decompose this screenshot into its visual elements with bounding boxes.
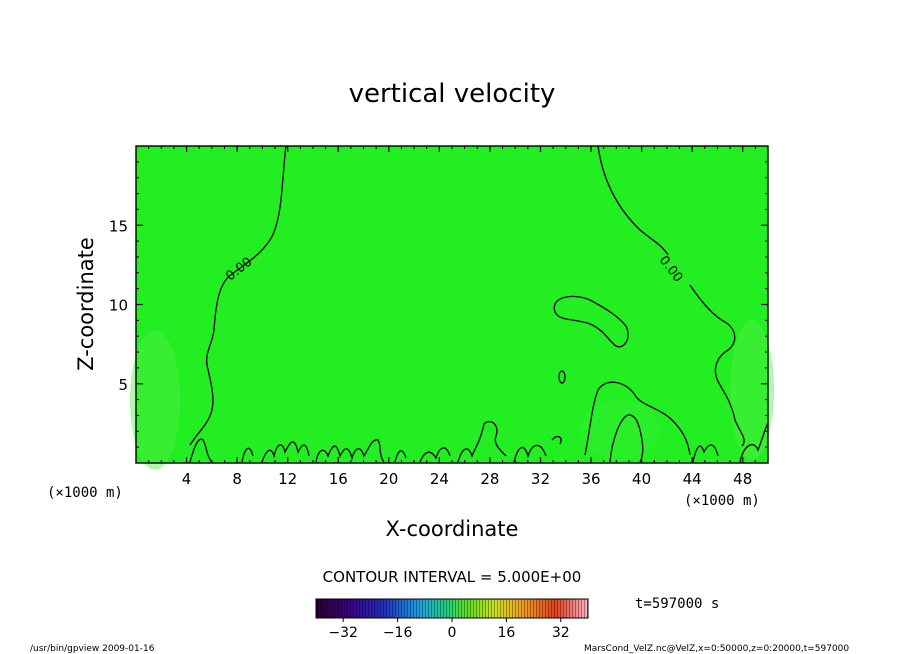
contour-left <box>189 145 287 446</box>
footer-right: MarsCond_VelZ.nc@VelZ,x=0:50000,z=0:2000… <box>584 644 849 654</box>
y-axis-ticks: 5 10 15 <box>109 161 768 448</box>
x-tick-label: 12 <box>278 470 297 488</box>
colorbar-tick-label: −16 <box>383 625 413 641</box>
x-tick-label: 20 <box>379 470 398 488</box>
field-fill <box>136 146 768 463</box>
colorbar-tick-label: −32 <box>328 625 358 641</box>
x-tick-label: 48 <box>733 470 752 488</box>
contour-bump <box>609 414 644 463</box>
y-tick-label: 15 <box>109 217 128 235</box>
contour-mound <box>584 381 691 456</box>
field-shade <box>730 320 774 460</box>
x-tick-label: 16 <box>329 470 348 488</box>
y-tick-label: 5 <box>118 376 128 394</box>
field-shade <box>130 330 180 470</box>
contour-lines <box>189 145 769 463</box>
contour-interval-text: CONTOUR INTERVAL = 5.000E+00 <box>323 568 582 586</box>
colorbar-tick-label: 32 <box>552 625 570 641</box>
time-text: t=597000 s <box>635 596 719 612</box>
x-tick-label: 36 <box>581 470 600 488</box>
x-tick-label: 24 <box>430 470 449 488</box>
contour-right <box>597 145 745 447</box>
x-axis-label: X-coordinate <box>386 517 519 541</box>
field-shade <box>580 400 660 460</box>
x-axis-ticks: 4 8 12 16 20 24 28 32 36 40 44 48 <box>148 146 756 488</box>
colorbar-tick-label: 0 <box>448 625 457 641</box>
plot-area <box>130 146 774 470</box>
contour-closed <box>553 295 629 348</box>
colorbar-ticks: −32 −16 0 16 32 <box>328 618 570 641</box>
chart-title: vertical velocity <box>349 79 556 109</box>
x-tick-label: 40 <box>632 470 651 488</box>
x-unit-label-right: (×1000 m) <box>684 493 760 509</box>
x-tick-label: 32 <box>531 470 550 488</box>
y-axis-label: Z-coordinate <box>74 237 98 371</box>
x-tick-label: 28 <box>480 470 499 488</box>
x-tick-label: 44 <box>683 470 702 488</box>
footer-left: /usr/bin/gpview 2009-01-16 <box>30 644 155 654</box>
colorbar-tick-label: 16 <box>497 625 515 641</box>
contour-small <box>558 370 566 384</box>
colorbar: −32 −16 0 16 32 <box>315 598 589 641</box>
x-tick-label: 4 <box>182 470 192 488</box>
contour-ground <box>189 421 562 463</box>
x-tick-label: 8 <box>232 470 242 488</box>
contour-ground-right <box>692 422 769 463</box>
y-tick-label: 10 <box>109 297 128 315</box>
x-unit-label-left: (×1000 m) <box>47 485 123 501</box>
colorbar-stripes <box>316 599 588 618</box>
